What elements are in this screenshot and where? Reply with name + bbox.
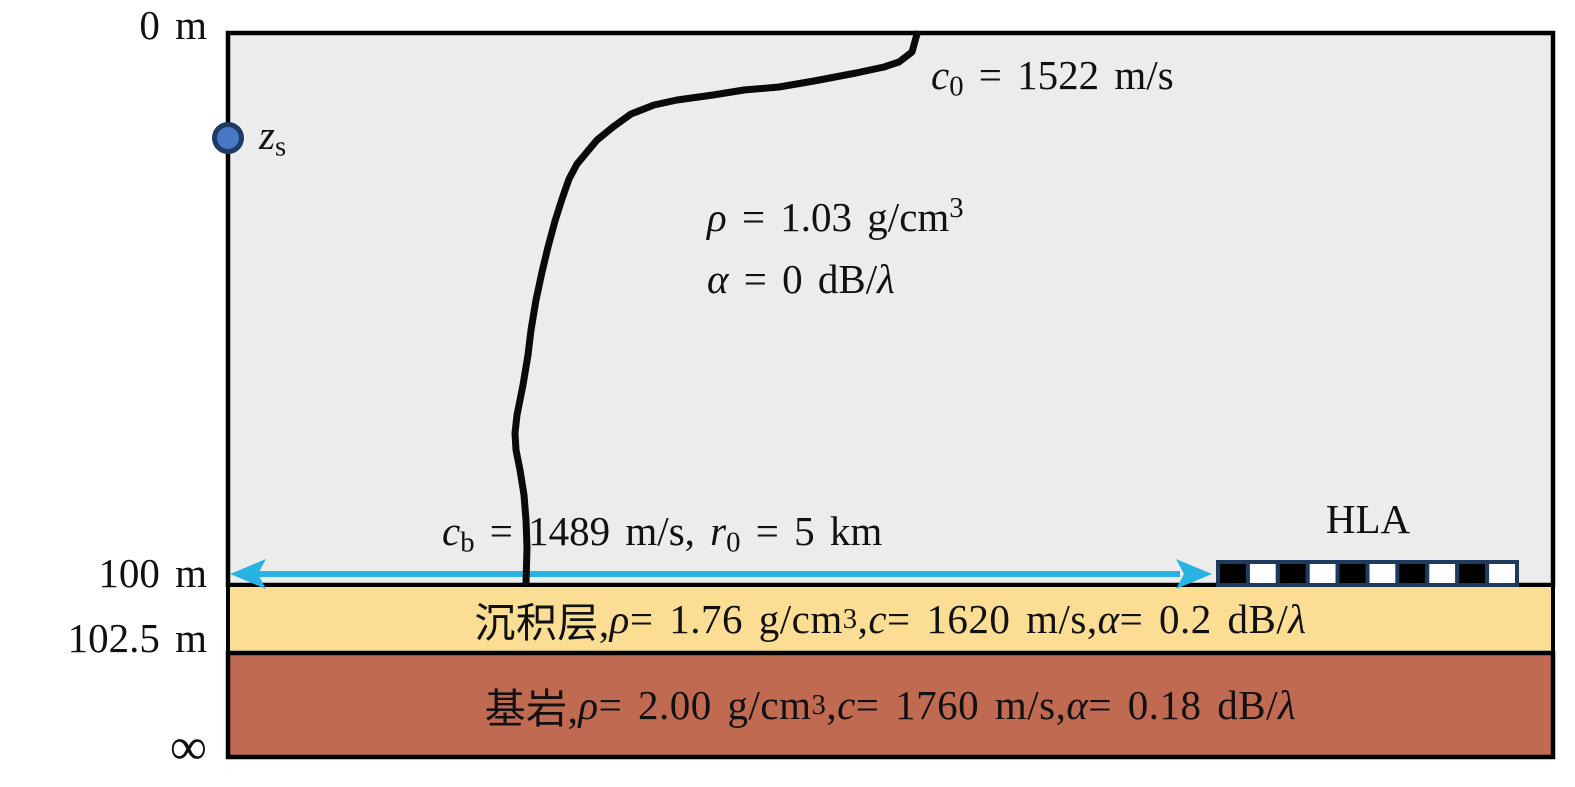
hla-element — [1425, 560, 1460, 587]
hla-label: HLA — [1325, 496, 1411, 542]
range-arrow-head-right-icon — [1176, 559, 1212, 589]
label-segment: α — [1097, 596, 1120, 642]
hla-element — [1395, 560, 1430, 587]
water-attenuation-label: α = 0 dB/λ — [707, 256, 895, 303]
label-segment: = 0.18 dB/ — [1088, 682, 1279, 728]
depth-label-sediment-bottom: 102.5 m — [67, 615, 207, 661]
label-segment: = 1620 m/s, — [887, 596, 1098, 642]
depth-label-infinity: ∞ — [169, 719, 207, 776]
depth-label-seafloor: 100 m — [98, 550, 207, 596]
label-segment: s — [274, 130, 287, 163]
label-segment: b — [460, 526, 475, 559]
label-segment: λ — [1288, 596, 1307, 642]
label-segment: , — [826, 682, 838, 728]
label-segment: = 0.2 dB/ — [1119, 596, 1289, 642]
label-segment: = 0 dB/ — [728, 256, 878, 302]
surface-sound-speed-label: c0 = 1522 m/s — [931, 52, 1174, 103]
label-segment: = 1.76 g/cm — [629, 596, 843, 642]
water-density-label: ρ = 1.03 g/cm3 — [707, 192, 964, 241]
hla-element — [1365, 560, 1400, 587]
hla-element — [1455, 560, 1490, 587]
label-segment: 0 — [726, 526, 741, 559]
sediment-properties-label: 沉积层, ρ = 1.76 g/cm 3, c = 1620 m/s, α = 0… — [228, 585, 1553, 653]
label-segment: = 5 km — [740, 508, 883, 554]
depth-label-surface: 0 m — [139, 2, 207, 48]
label-segment: , — [857, 596, 869, 642]
label-segment: α — [707, 256, 729, 302]
water-column — [225, 30, 1556, 588]
label-segment: z — [259, 112, 275, 158]
label-segment: λ — [877, 256, 895, 302]
source-depth-label: zs — [259, 112, 287, 163]
label-segment: = 1489 m/s, — [474, 508, 711, 554]
label-segment: 3 — [811, 688, 827, 721]
hla-element — [1245, 560, 1280, 587]
label-segment: 沉积层, — [474, 600, 610, 646]
bottom-speed-and-range-label: cb = 1489 m/s, r0 = 5 km — [442, 508, 883, 559]
hla-element — [1216, 560, 1250, 587]
hla-element — [1305, 560, 1340, 587]
label-segment: 3 — [949, 192, 964, 224]
label-segment: ρ — [578, 682, 599, 728]
label-segment: r — [710, 508, 727, 554]
label-segment: α — [1066, 682, 1089, 728]
hla-element — [1335, 560, 1370, 587]
label-segment: = 2.00 g/cm — [598, 682, 812, 728]
range-arrow-head-left-icon — [230, 559, 266, 589]
label-segment: c — [931, 52, 950, 98]
source-marker — [212, 122, 244, 154]
label-segment: ρ — [707, 193, 727, 240]
label-segment: ρ — [609, 596, 630, 642]
label-segment: 0 — [949, 70, 964, 103]
hla-array — [1216, 560, 1519, 587]
sound-speed-profile — [511, 30, 921, 587]
label-segment: c — [837, 682, 856, 728]
label-segment: λ — [1278, 682, 1297, 728]
hla-element — [1485, 560, 1519, 587]
label-segment: c — [868, 596, 888, 642]
label-segment: 3 — [842, 602, 858, 635]
label-segment: = 1760 m/s, — [855, 682, 1067, 728]
sediment-layer — [226, 583, 1555, 655]
hla-element — [1275, 560, 1310, 587]
bedrock-layer — [225, 650, 1556, 760]
label-segment: 基岩, — [484, 686, 579, 732]
label-segment: c — [442, 508, 461, 554]
label-segment: = 1.03 g/cm — [726, 193, 950, 240]
label-segment: = 1522 m/s — [963, 52, 1174, 98]
bedrock-properties-label: 基岩, ρ = 2.00 g/cm 3, c = 1760 m/s, α = 0.… — [228, 653, 1553, 757]
